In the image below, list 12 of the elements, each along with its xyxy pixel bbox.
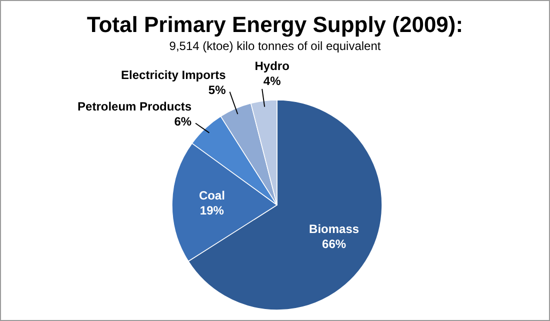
data-label: 19% (200, 203, 224, 218)
data-label: 66% (322, 236, 346, 251)
slice-label: Petroleum Products (78, 99, 192, 114)
slice-label: Coal (198, 188, 225, 202)
data-label: 5% (208, 82, 226, 97)
slice-label: Hydro (254, 58, 290, 73)
slice-label: Electricity Imports (121, 68, 226, 82)
data-label: 6% (174, 114, 192, 128)
slice-label: Biomass (309, 222, 360, 236)
chart-subtitle: 9,514 (ktoe) kilo tonnes of oil equivalent (169, 39, 382, 53)
data-label: 4% (263, 74, 282, 88)
chart-title: Total Primary Energy Supply (2009): (86, 12, 464, 37)
